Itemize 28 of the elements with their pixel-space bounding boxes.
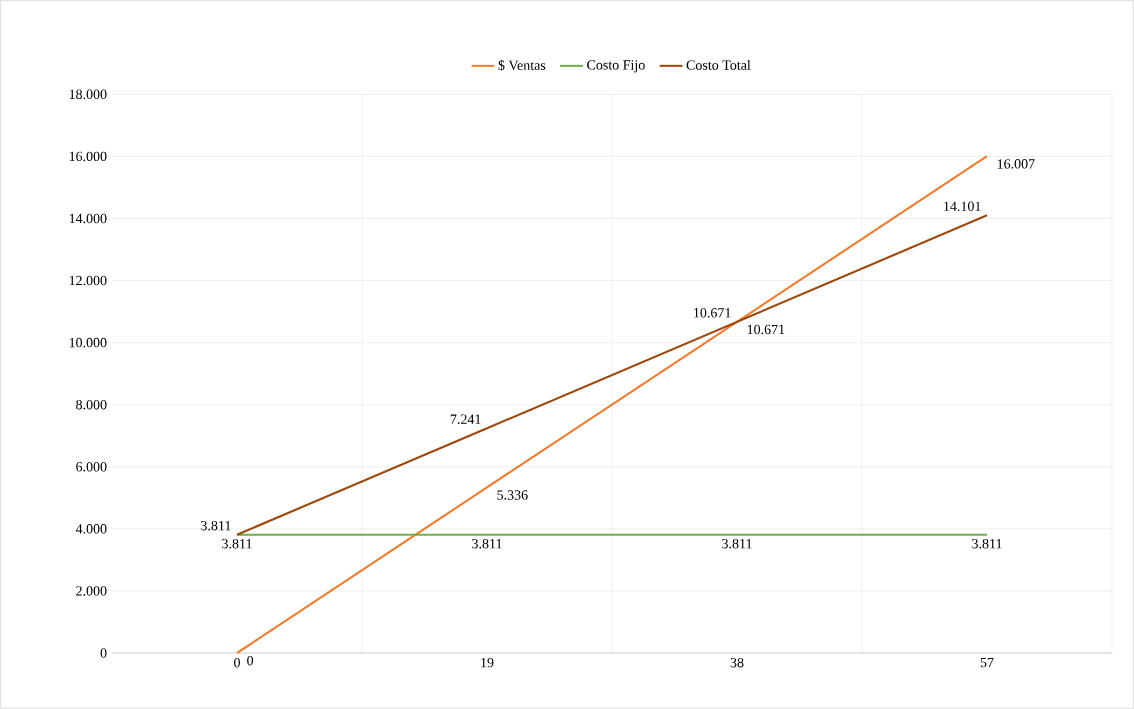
data-label: 16.007	[997, 159, 1035, 169]
y-tick-label: 10.000	[69, 337, 107, 348]
x-tick-label: 57	[980, 657, 994, 668]
x-tick-label: 19	[481, 657, 494, 668]
y-tick-label: 12.000	[69, 275, 107, 286]
data-label: 5.336	[497, 490, 528, 500]
data-label: 3.811	[201, 520, 231, 531]
data-label: 3.811	[972, 538, 1002, 549]
data-label: 10.671	[747, 324, 785, 335]
y-tick-label: 6.000	[76, 462, 107, 472]
y-tick-label: 8.000	[76, 399, 107, 410]
y-tick-label: 0	[100, 648, 107, 658]
data-label: 3.811	[222, 538, 252, 549]
legend-label: $ Ventas	[498, 59, 546, 71]
data-label: 3.811	[722, 538, 752, 549]
y-tick-label: 16.000	[69, 151, 107, 162]
x-tick-label: 38	[730, 657, 744, 668]
data-label: 14.101	[944, 201, 981, 212]
data-label: 7.241	[450, 414, 481, 424]
data-label: 3.811	[472, 538, 502, 549]
y-tick-label: 14.000	[69, 213, 107, 224]
y-tick-label: 4.000	[75, 524, 107, 534]
legend-label: Costo Fijo	[587, 60, 645, 73]
y-tick-label: 18.000	[69, 89, 107, 100]
legend-label: Costo Total	[686, 59, 751, 70]
data-label: 10.671	[694, 308, 731, 318]
y-tick-label: 2.000	[76, 586, 107, 596]
x-tick-label: 0	[234, 657, 240, 668]
